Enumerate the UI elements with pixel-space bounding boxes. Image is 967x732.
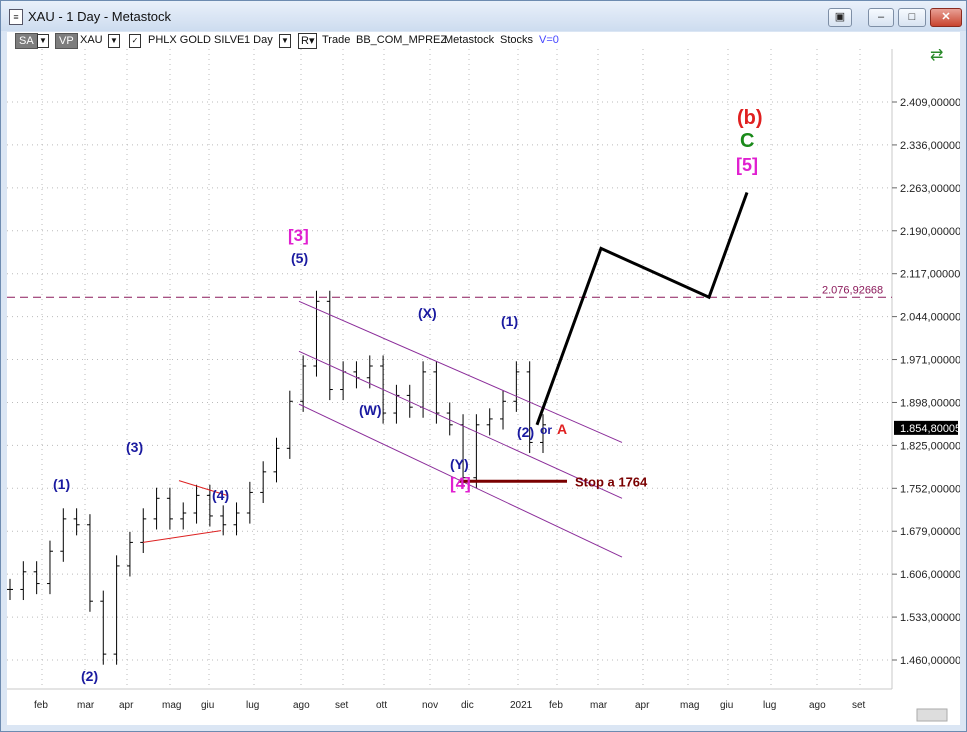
wave-label: (W): [359, 402, 382, 418]
x-tick-label: ago: [809, 700, 826, 711]
forecast-path: [535, 192, 749, 426]
wave-label: [3]: [288, 226, 309, 245]
x-tick-label: set: [335, 700, 349, 711]
level-label: 2.076,92668: [822, 284, 883, 296]
interval-dropdown[interactable]: ▼: [279, 33, 291, 48]
document-icon[interactable]: ≡: [9, 9, 23, 25]
y-tick-label: 2.044,00000: [900, 312, 960, 324]
y-tick-label: 2.263,00000: [900, 183, 960, 195]
x-tick-label: mag: [162, 700, 181, 711]
wave-label: (3): [126, 439, 143, 455]
x-tick-label: lug: [246, 700, 259, 711]
x-tick-label: giu: [720, 700, 733, 711]
y-tick-label: 2.336,00000: [900, 140, 960, 152]
x-tick-label: lug: [763, 700, 776, 711]
wave-label: A: [557, 421, 567, 437]
source-label: Metastock: [444, 34, 495, 46]
y-tick-label: 1.460,00000: [900, 655, 960, 667]
y-tick-label: 1.533,00000: [900, 612, 960, 624]
account-label: BB_COM_MPREZ: [356, 34, 448, 46]
chart-toolbar: SA ▼ VP XAU ▼ ✓ PHLX GOLD SILVE 1 Day ▼ …: [7, 32, 960, 49]
chevron-down-icon: ▼: [37, 34, 49, 48]
channel-mid: [298, 350, 623, 499]
x-tick-label: giu: [201, 700, 214, 711]
y-tick-label: 1.898,00000: [900, 397, 960, 409]
wave-label: or: [540, 423, 552, 437]
minimize-button[interactable]: –: [868, 8, 894, 27]
y-tick-label: 1.606,00000: [900, 569, 960, 581]
x-tick-label: feb: [549, 700, 563, 711]
channel-upper: [298, 300, 623, 443]
x-tick-label: apr: [119, 700, 134, 711]
x-tick-label: ago: [293, 700, 310, 711]
chevron-down-icon: ▼: [279, 34, 291, 48]
restore-button[interactable]: □: [898, 8, 926, 27]
symbol-text: XAU: [80, 34, 103, 46]
x-tick-label: ott: [376, 700, 387, 711]
interval-text: 1 Day: [244, 34, 273, 46]
wave-label: (2): [517, 424, 534, 440]
x-tick-label: dic: [461, 700, 474, 711]
wave-label: (b): [737, 107, 763, 129]
y-tick-label: 1.752,00000: [900, 483, 960, 495]
price-chart[interactable]: 2.409,00000 2.336,00000 2.263,00000 2.190,0…: [7, 47, 961, 725]
sa-dropdown[interactable]: ▼: [37, 33, 49, 48]
current-price-label: 1.854,80005: [900, 423, 960, 435]
chevron-down-icon: ▼: [108, 34, 120, 48]
wave-label: [5]: [736, 155, 758, 175]
x-tick-label: mar: [590, 700, 608, 711]
close-button[interactable]: ✕: [930, 8, 962, 27]
x-tick-label: feb: [34, 700, 48, 711]
wave-label: (1): [501, 313, 518, 329]
y-tick-label: 1.971,00000: [900, 355, 960, 367]
stop-label: Stop a 1764: [575, 474, 648, 489]
v-label: V=0: [539, 34, 559, 46]
check-icon[interactable]: ✓: [129, 33, 141, 48]
window-title: XAU - 1 Day - Metastock: [28, 9, 172, 24]
y-tick-label: 2.117,00000: [900, 269, 960, 281]
x-tick-label: apr: [635, 700, 650, 711]
wave-label: (1): [53, 476, 70, 492]
x-tick-label: nov: [422, 700, 438, 711]
current-price-box: [894, 420, 958, 435]
refresh-arrows-icon: ⇄: [930, 49, 943, 64]
chart-svg[interactable]: 2.409,00000 2.336,00000 2.263,00000 2.190,0…: [7, 47, 961, 725]
horizontal-scroll-thumb: [916, 708, 948, 722]
wave-label: [4]: [450, 474, 471, 493]
vp-button[interactable]: VP: [55, 33, 78, 49]
triangle-upper: [178, 480, 228, 496]
r-button[interactable]: R▾: [298, 33, 318, 49]
y-tick-label: 1.825,00000: [900, 440, 960, 452]
y-tick-label: 1.679,00000: [900, 526, 960, 538]
sa-button[interactable]: SA: [15, 33, 38, 49]
y-tick-label: 2.190,00000: [900, 226, 960, 238]
x-tick-label: 2021: [510, 700, 533, 711]
wave-label: (4): [212, 487, 229, 503]
wave-label: (2): [81, 668, 98, 684]
triangle-lower: [142, 530, 222, 543]
wave-label: (5): [291, 250, 308, 266]
wave-label: (Y): [450, 456, 469, 472]
symbol-dropdown[interactable]: ▼: [108, 33, 120, 48]
x-tick-label: set: [852, 700, 866, 711]
wave-label: (X): [418, 305, 437, 321]
wave-label: C: [740, 130, 754, 152]
type-label: Stocks: [500, 34, 534, 46]
security-name: PHLX GOLD SILVE: [148, 34, 245, 46]
x-tick-label: mar: [77, 700, 95, 711]
x-tick-label: mag: [680, 700, 699, 711]
trade-label[interactable]: Trade: [322, 34, 351, 46]
title-bar[interactable]: ≡ XAU - 1 Day - Metastock ▣ – □ ✕: [1, 1, 966, 31]
restore-tile-button[interactable]: ▣: [828, 8, 852, 27]
y-tick-label: 2.409,00000: [900, 97, 960, 109]
